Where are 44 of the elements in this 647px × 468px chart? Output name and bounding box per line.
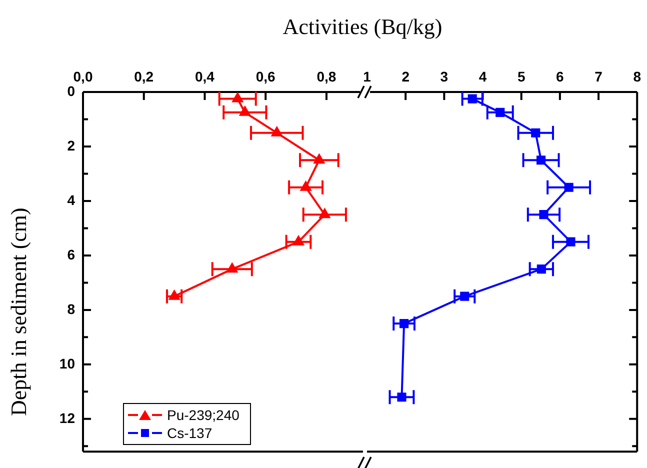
x-tick-label: 3 <box>440 68 448 84</box>
x-axis-title: Activities (Bq/kg) <box>282 14 442 39</box>
point <box>460 292 470 301</box>
point <box>272 126 282 136</box>
point <box>536 156 546 165</box>
point <box>536 264 546 274</box>
x-tick-label: 4 <box>478 68 487 84</box>
point <box>240 106 250 116</box>
x-tick-label: 0,4 <box>195 68 215 84</box>
point <box>293 236 304 246</box>
y-tick-label: 12 <box>59 410 76 426</box>
point <box>300 181 312 191</box>
point <box>226 263 238 273</box>
y-tick-label: 4 <box>67 192 76 208</box>
point <box>168 290 180 300</box>
point <box>232 92 243 102</box>
y-tick-label: 2 <box>67 137 76 154</box>
legend-label: Pu-239;240 <box>167 407 240 423</box>
y-tick-label: 8 <box>67 300 76 317</box>
x-tick-label: 0,8 <box>316 68 336 84</box>
x-tick-label: 0,0 <box>73 68 93 84</box>
x-tick-label: 2 <box>402 68 410 84</box>
y-tick-label: 10 <box>59 355 76 372</box>
x-tick-label: 0,6 <box>256 68 276 84</box>
x-tick-label: 5 <box>517 68 526 84</box>
point <box>496 108 505 117</box>
point <box>566 237 576 246</box>
point <box>397 392 406 402</box>
x-tick-label: 8 <box>633 68 642 84</box>
point <box>400 319 409 328</box>
point <box>564 182 574 192</box>
point <box>531 128 540 138</box>
x-tick-label: 1 <box>363 68 372 84</box>
point <box>319 208 330 218</box>
y-tick-label: 0 <box>67 82 76 99</box>
point <box>314 154 325 164</box>
x-tick-label: 6 <box>556 68 564 84</box>
y-tick-label: 6 <box>67 246 76 262</box>
x-tick-label: 7 <box>594 68 603 84</box>
y-axis-title: Depth in sediment (cm) <box>6 208 31 416</box>
x-tick-label: 0,2 <box>134 68 154 84</box>
point <box>539 210 548 220</box>
legend-label: Cs-137 <box>167 425 212 441</box>
point <box>468 94 477 104</box>
